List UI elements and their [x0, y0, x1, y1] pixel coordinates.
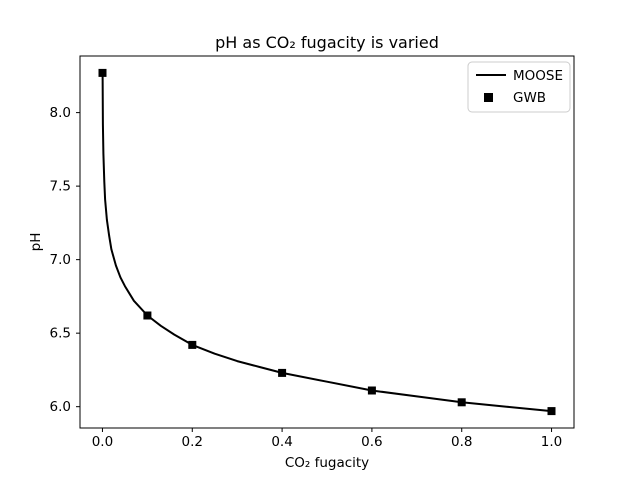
- y-axis-label: pH: [28, 233, 44, 252]
- legend-moose-label: MOOSE: [513, 68, 563, 84]
- y-tick-label: 7.5: [50, 179, 71, 195]
- y-tick-label: 6.0: [50, 399, 71, 415]
- gwb-marker: [188, 340, 197, 349]
- y-tick-label: 6.5: [50, 326, 71, 342]
- y-axis-ticks: 6.0 6.5 7.0 7.5 8.0: [50, 105, 80, 415]
- legend-gwb-marker-sample: [484, 93, 493, 102]
- x-tick-label: 0.4: [271, 434, 292, 450]
- gwb-marker: [278, 368, 287, 377]
- plot-area: [79, 55, 575, 429]
- x-axis-ticks: 0.0 0.2 0.4 0.6 0.8 1.0: [92, 428, 562, 450]
- gwb-markers: [98, 68, 556, 416]
- gwb-marker: [143, 311, 152, 320]
- legend: MOOSE GWB: [467, 61, 571, 113]
- gwb-marker: [547, 407, 556, 416]
- x-tick-label: 1.0: [541, 434, 562, 450]
- gwb-marker: [98, 68, 107, 77]
- x-tick-label: 0.2: [182, 434, 203, 450]
- x-tick-label: 0.8: [451, 434, 472, 450]
- legend-gwb-label: GWB: [513, 90, 546, 106]
- chart-title: pH as CO₂ fugacity is varied: [215, 33, 439, 52]
- x-tick-label: 0.6: [361, 434, 382, 450]
- moose-line: [101, 71, 553, 413]
- gwb-marker: [367, 386, 376, 395]
- y-tick-label: 7.0: [50, 252, 71, 268]
- gwb-marker: [457, 398, 466, 407]
- x-axis-label: CO₂ fugacity: [285, 455, 369, 471]
- x-tick-label: 0.0: [92, 434, 113, 450]
- y-tick-label: 8.0: [50, 105, 71, 121]
